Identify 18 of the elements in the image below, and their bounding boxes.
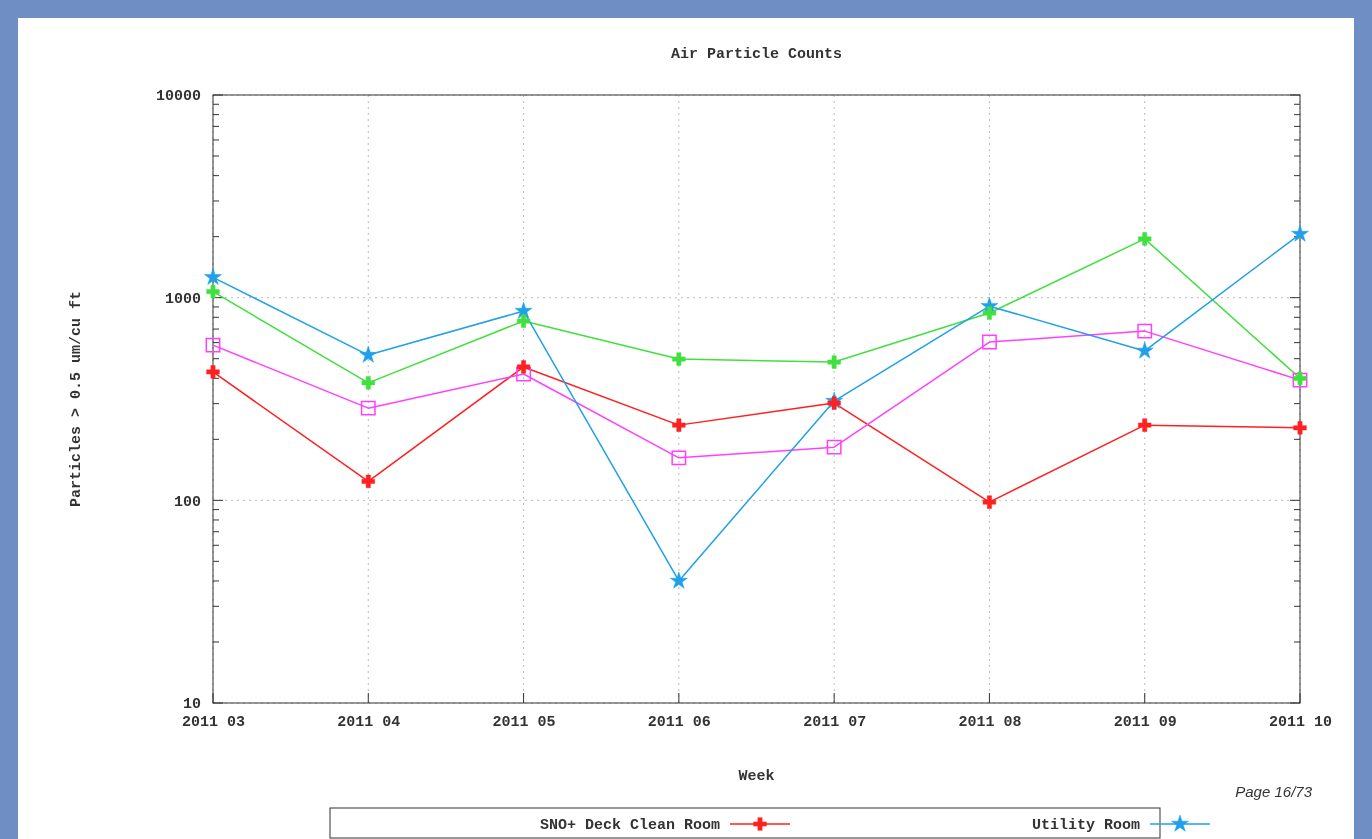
legend-label: Utility Room [1031, 817, 1140, 834]
x-tick-label: 2011 06 [647, 713, 711, 731]
y-tick-label: 100 [173, 493, 201, 511]
x-tick-label: 2011 08 [958, 713, 1022, 731]
y-axis-title: Particles > 0.5 um/cu ft [68, 290, 85, 508]
x-tick-label: 2011 09 [1113, 713, 1177, 731]
text: Page 16/73 [1235, 783, 1313, 800]
legend-label: SNO+ Deck Clean Room [539, 817, 720, 834]
x-tick-label: 2011 03 [181, 713, 246, 731]
y-tick-label: 10 [182, 696, 201, 714]
x-axis-title: Week [738, 768, 775, 785]
chart-title: Air Particle Counts [670, 46, 843, 63]
y-tick-label: 1000 [164, 290, 201, 308]
x-tick-label: 2011 10 [1268, 713, 1333, 731]
y-tick-label: 10000 [155, 88, 201, 106]
x-tick-label: 2011 05 [492, 713, 556, 731]
x-tick-label: 2011 07 [803, 713, 867, 731]
x-tick-label: 2011 04 [337, 713, 401, 731]
